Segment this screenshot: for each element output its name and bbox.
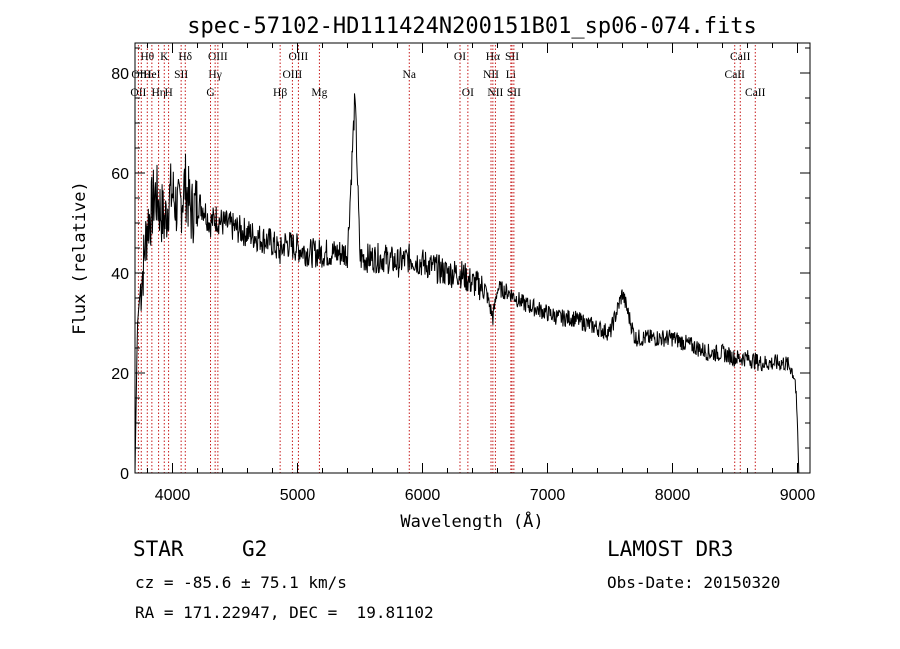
- plot-frame: [134, 42, 811, 474]
- marker-label-10: Hγ: [208, 69, 221, 81]
- y-axis-label: Flux (relative): [70, 181, 90, 335]
- y-tick-label: 0: [120, 466, 129, 483]
- marker-label-9: OIII: [208, 51, 228, 63]
- marker-label-6: H: [164, 87, 172, 99]
- marker-label-7: SII: [174, 69, 188, 81]
- spectrum-chart: spec-57102-HD111424N200151B01_sp06-074.f…: [70, 14, 816, 530]
- marker-label-1: OII: [130, 87, 146, 99]
- marker-label-20: NII: [483, 69, 499, 81]
- y-axis: 0 20 40 60 80: [111, 47, 810, 483]
- x-tick-label: 4000: [155, 487, 191, 504]
- marker-label-12: Hβ: [273, 87, 287, 99]
- marker-label-2: OIII: [131, 69, 151, 81]
- y-tick-label: 80: [111, 66, 129, 83]
- marker-label-21: NII: [487, 87, 503, 99]
- marker-label-19: Hα: [486, 51, 500, 63]
- x-tick-label: 9000: [780, 487, 816, 504]
- ra-dec-coordinates: RA = 171.22947, DEC = 19.81102: [135, 603, 434, 622]
- x-axis: 4000 5000 6000 7000 8000 9000: [147, 43, 816, 504]
- marker-label-18: OI: [462, 87, 474, 99]
- marker-label-24: SII: [507, 87, 521, 99]
- observation-date: Obs-Date: 20150320: [607, 573, 781, 592]
- marker-label-15: Mg: [311, 87, 327, 99]
- marker-label-17: OI: [454, 51, 466, 63]
- spectrum-series-line: [134, 93, 800, 474]
- redshift-velocity: cz = -85.6 ± 75.1 km/s: [135, 573, 347, 592]
- y-tick-label: 40: [111, 266, 129, 283]
- x-axis-label: Wavelength (Å): [400, 510, 543, 530]
- marker-label-14: OIII: [282, 69, 302, 81]
- x-tick-label: 6000: [405, 487, 441, 504]
- x-tick-label: 8000: [655, 487, 691, 504]
- marker-label-22: SII: [505, 51, 519, 63]
- marker-label-27: CaII: [745, 87, 766, 99]
- marker-label-0: Hθ: [140, 51, 154, 63]
- x-tick-label: 5000: [280, 487, 316, 504]
- object-class: STAR: [133, 537, 184, 561]
- object-subclass: G2: [242, 537, 268, 561]
- chart-title: spec-57102-HD111424N200151B01_sp06-074.f…: [187, 14, 757, 39]
- marker-label-11: G: [206, 87, 214, 99]
- marker-label-16: Na: [403, 69, 416, 81]
- marker-label-3: HeI: [143, 69, 160, 81]
- marker-label-8: Hδ: [178, 51, 192, 63]
- marker-label-25: CaII: [730, 51, 751, 63]
- marker-label-5: K: [160, 51, 169, 63]
- x-tick-label: 7000: [530, 487, 566, 504]
- y-tick-label: 60: [111, 166, 129, 183]
- survey-name: LAMOST DR3: [607, 537, 734, 561]
- marker-label-23: Li: [506, 69, 516, 81]
- marker-label-26: CaII: [725, 69, 746, 81]
- marker-label-4: Hη: [151, 87, 165, 99]
- y-tick-label: 20: [111, 366, 129, 383]
- marker-label-13: OIII: [288, 51, 308, 63]
